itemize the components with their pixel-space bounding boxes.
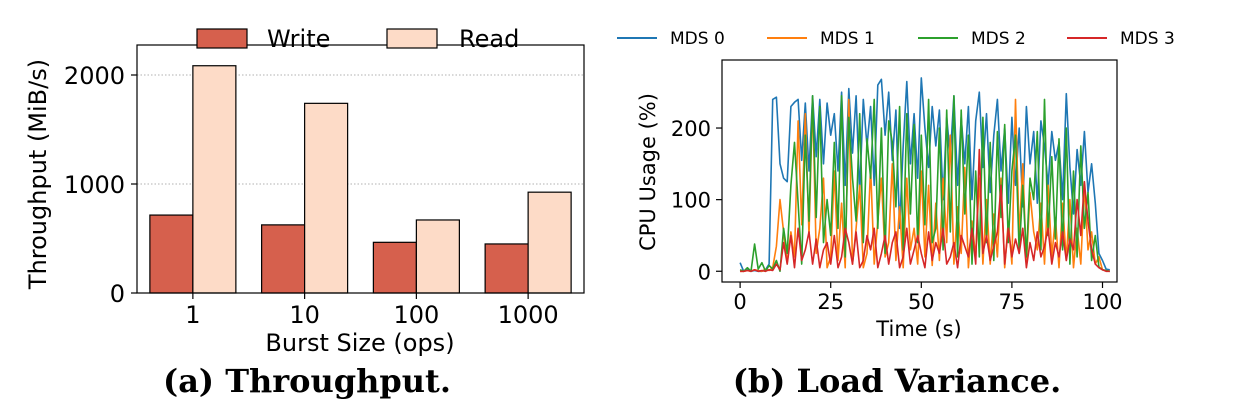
x-tick-label: 10 <box>289 301 320 329</box>
legend-label-mds-0: MDS 0 <box>670 29 725 49</box>
legend-label-mds-3: MDS 3 <box>1120 29 1175 49</box>
x-axis-label: Time (s) <box>875 317 961 341</box>
series-line-mds-3 <box>740 148 1110 273</box>
caption-b: (b) Load Variance. <box>733 362 1062 400</box>
y-tick-label: 0 <box>698 260 711 284</box>
plot-frame <box>136 44 585 294</box>
y-tick-label: 100 <box>671 189 711 213</box>
bar-write-10 <box>261 224 306 294</box>
x-tick-label: 100 <box>393 301 439 329</box>
legend-swatch-read <box>386 28 438 49</box>
bars <box>149 65 572 294</box>
legend-label-write: Write <box>267 25 330 53</box>
x-tick-label: 1 <box>185 301 200 329</box>
throughput-chart: 0 1000 2000 1 10 100 1000 Burst Size (ops) Th… <box>24 25 585 400</box>
plot-frame <box>721 59 1118 283</box>
load-variance-chart: 0 100 200 0 25 50 75 100 Time (s) CPU Usage (%… <box>617 29 1175 400</box>
y-axis-ticks: 0 100 200 <box>671 117 722 284</box>
legend-label-read: Read <box>459 25 519 53</box>
caption-a: (a) Throughput. <box>163 362 451 400</box>
x-tick-label: 0 <box>733 290 746 314</box>
y-tick-label: 1000 <box>64 171 125 199</box>
y-tick-label: 2000 <box>64 62 125 90</box>
x-tick-label: 100 <box>1082 290 1122 314</box>
bar-read-1000 <box>527 191 572 294</box>
series-line-mds-1 <box>740 98 1110 273</box>
x-axis-ticks: 0 25 50 75 100 <box>733 282 1123 314</box>
legend-label-mds-2: MDS 2 <box>971 29 1026 49</box>
legend-label-mds-1: MDS 1 <box>820 29 875 49</box>
series-lines <box>739 77 1110 273</box>
bar-write-1 <box>149 214 194 294</box>
x-tick-label: 1000 <box>498 301 559 329</box>
x-tick-label: 75 <box>999 290 1026 314</box>
bar-read-10 <box>304 102 349 294</box>
x-axis-ticks: 1 10 100 1000 <box>185 293 559 329</box>
legend-swatch-write <box>196 28 248 49</box>
y-axis-label: CPU Usage (%) <box>636 93 660 251</box>
x-axis-label: Burst Size (ops) <box>265 329 454 357</box>
y-axis-ticks: 0 1000 2000 <box>64 62 137 308</box>
bar-read-1 <box>192 65 237 294</box>
y-tick-label: 200 <box>671 117 711 141</box>
legend: MDS 0 MDS 1 MDS 2 MDS 3 <box>617 29 1175 49</box>
y-tick-label: 0 <box>110 280 125 308</box>
x-tick-label: 50 <box>908 290 935 314</box>
x-tick-label: 25 <box>817 290 844 314</box>
y-axis-label: Throughput (MiB/s) <box>24 59 52 290</box>
bar-read-100 <box>415 219 460 294</box>
bar-write-1000 <box>484 243 529 294</box>
legend: Write Read <box>196 25 519 53</box>
bar-write-100 <box>372 241 417 294</box>
